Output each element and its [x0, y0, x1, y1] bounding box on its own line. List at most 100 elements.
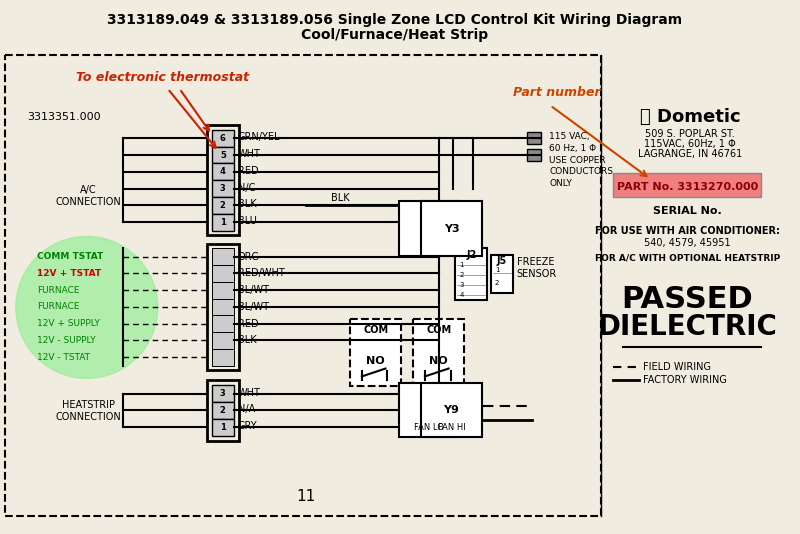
Text: RED: RED: [238, 166, 258, 176]
Text: To electronic thermostat: To electronic thermostat: [76, 71, 250, 84]
Text: J2: J2: [466, 250, 476, 260]
Bar: [491, 255, 513, 293]
Bar: [212, 315, 234, 332]
Text: 3: 3: [220, 389, 226, 398]
Text: BLK: BLK: [331, 193, 350, 203]
Bar: [212, 349, 234, 366]
Bar: [212, 180, 234, 197]
Text: BLU: BLU: [238, 216, 257, 226]
Text: RED/WHT: RED/WHT: [238, 269, 284, 278]
Bar: [527, 132, 542, 144]
Text: FREEZE
SENSOR: FREEZE SENSOR: [517, 257, 557, 279]
Text: ONLY: ONLY: [549, 179, 572, 188]
Text: FURNACE: FURNACE: [38, 286, 80, 295]
Text: 4: 4: [220, 167, 226, 176]
Bar: [212, 248, 234, 265]
Bar: [212, 402, 234, 419]
Text: 5: 5: [220, 151, 226, 160]
Bar: [350, 319, 402, 386]
Text: 3313189.049 & 3313189.056 Single Zone LCD Control Kit Wiring Diagram: 3313189.049 & 3313189.056 Single Zone LC…: [106, 13, 682, 27]
Bar: [212, 147, 234, 163]
Text: ⓘ Dometic: ⓘ Dometic: [640, 108, 741, 126]
FancyBboxPatch shape: [614, 174, 761, 197]
Text: 2: 2: [220, 406, 226, 415]
Text: FACTORY WIRING: FACTORY WIRING: [642, 375, 726, 386]
Bar: [455, 248, 487, 300]
Text: SERIAL No.: SERIAL No.: [653, 206, 722, 216]
Bar: [527, 149, 542, 161]
Bar: [212, 282, 234, 299]
Text: CONDUCTORS: CONDUCTORS: [549, 167, 613, 176]
Bar: [212, 386, 234, 402]
Bar: [212, 163, 234, 180]
Text: 60 Hz, 1 Φ: 60 Hz, 1 Φ: [549, 144, 596, 153]
Text: Part number: Part number: [513, 86, 600, 99]
Text: 3: 3: [220, 184, 226, 193]
Text: A/C
CONNECTION: A/C CONNECTION: [56, 185, 122, 207]
Text: GRY: GRY: [238, 421, 258, 431]
Text: 4: 4: [459, 292, 464, 297]
Text: RED: RED: [238, 319, 258, 329]
Text: 509 S. POPLAR ST.: 509 S. POPLAR ST.: [646, 129, 735, 139]
Text: 2: 2: [495, 280, 499, 286]
Text: 1: 1: [220, 218, 226, 226]
Text: 1: 1: [459, 262, 464, 268]
Text: GRN/YEL: GRN/YEL: [238, 132, 280, 143]
Text: FAN HI: FAN HI: [438, 423, 466, 432]
Text: N/C: N/C: [238, 183, 255, 193]
Text: WHT: WHT: [238, 388, 261, 398]
Text: Y3: Y3: [444, 224, 459, 233]
Text: FOR A/C WITH OPTIONAL HEATSTRIP: FOR A/C WITH OPTIONAL HEATSTRIP: [594, 254, 780, 263]
Text: Y8: Y8: [421, 405, 437, 415]
Text: J5: J5: [497, 256, 507, 266]
Text: 1: 1: [220, 423, 226, 431]
Bar: [207, 380, 238, 441]
Text: COM: COM: [363, 325, 388, 335]
Text: NO: NO: [430, 356, 448, 366]
Bar: [212, 130, 234, 147]
Text: Cool/Furnace/Heat Strip: Cool/Furnace/Heat Strip: [301, 28, 488, 42]
Text: USE COPPER: USE COPPER: [549, 155, 606, 164]
Text: NO: NO: [366, 356, 385, 366]
Text: Y4: Y4: [421, 224, 437, 233]
Text: 11: 11: [296, 489, 315, 504]
Text: 12V + SUPPLY: 12V + SUPPLY: [38, 319, 100, 328]
Text: LAGRANGE, IN 46761: LAGRANGE, IN 46761: [638, 148, 742, 159]
Text: ORG: ORG: [238, 252, 259, 262]
Bar: [207, 125, 238, 235]
Bar: [212, 419, 234, 436]
Text: BLK: BLK: [238, 199, 256, 209]
Text: BL/WT: BL/WT: [238, 302, 269, 312]
Text: 540, 4579, 45951: 540, 4579, 45951: [644, 238, 730, 248]
Text: 12V - SUPPLY: 12V - SUPPLY: [38, 336, 96, 345]
Text: 115VAC, 60Hz, 1 Φ: 115VAC, 60Hz, 1 Φ: [644, 139, 736, 149]
Bar: [212, 197, 234, 214]
Text: PASSED: PASSED: [622, 285, 753, 314]
Bar: [5, 55, 602, 516]
Text: 2: 2: [220, 201, 226, 210]
Text: 6: 6: [220, 134, 226, 143]
Text: 1: 1: [495, 267, 499, 273]
Text: 12V - TSTAT: 12V - TSTAT: [38, 352, 90, 362]
Text: WHT: WHT: [238, 149, 261, 159]
Text: 12V + TSTAT: 12V + TSTAT: [38, 269, 102, 278]
Bar: [212, 299, 234, 315]
Text: FAN LO: FAN LO: [414, 423, 444, 432]
Bar: [212, 214, 234, 231]
Text: 115 VAC,: 115 VAC,: [549, 132, 590, 141]
Bar: [212, 332, 234, 349]
Circle shape: [16, 237, 158, 379]
Text: FIELD WIRING: FIELD WIRING: [642, 362, 710, 372]
Text: HEATSTRIP
CONNECTION: HEATSTRIP CONNECTION: [56, 400, 122, 422]
Text: 3: 3: [459, 282, 464, 288]
Text: BL/WT: BL/WT: [238, 285, 269, 295]
Text: 2: 2: [459, 272, 464, 278]
Text: N/A: N/A: [238, 404, 255, 414]
Bar: [212, 265, 234, 282]
Text: BLK: BLK: [238, 335, 256, 345]
Text: COMM TSTAT: COMM TSTAT: [38, 252, 104, 261]
Text: 3313351.000: 3313351.000: [28, 112, 102, 122]
Text: DIELECTRIC: DIELECTRIC: [598, 313, 777, 341]
Text: COM: COM: [426, 325, 451, 335]
Text: FURNACE: FURNACE: [38, 302, 80, 311]
